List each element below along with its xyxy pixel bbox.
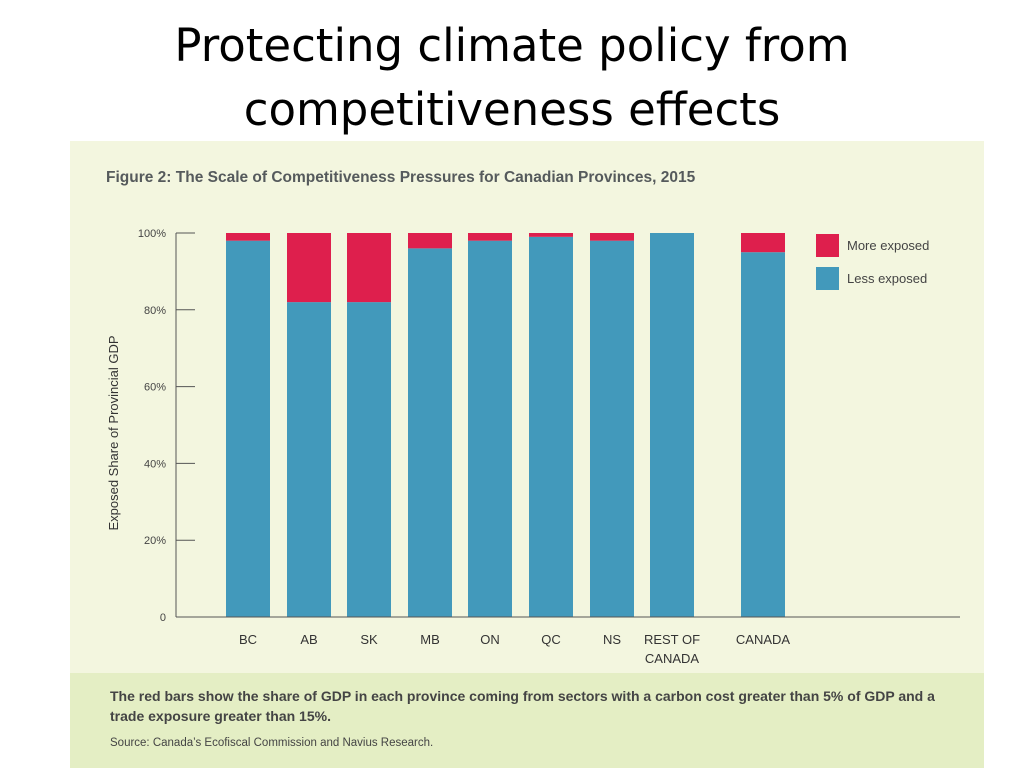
- bar-less-exposed-7: [650, 233, 694, 617]
- x-tick-label-0: BC: [239, 632, 257, 647]
- bar-more-exposed-2: [347, 233, 391, 303]
- bar-less-exposed-5: [529, 236, 573, 617]
- figure-caption: The red bars show the share of GDP in ea…: [110, 688, 935, 724]
- x-tick-label-1: AB: [300, 632, 317, 647]
- bar-less-exposed-2: [347, 302, 391, 617]
- x-tick-label-line: MB: [420, 632, 440, 647]
- legend-swatch-0: [816, 234, 839, 257]
- bar-less-exposed-0: [226, 240, 270, 617]
- x-tick-label-6: NS: [603, 632, 621, 647]
- bar-less-exposed-8: [741, 252, 785, 617]
- figure-source: Source: Canada’s Ecofiscal Commission an…: [110, 737, 434, 749]
- bar-more-exposed-4: [468, 233, 512, 241]
- y-tick-label-5: 100%: [138, 228, 166, 240]
- chart-title: Figure 2: The Scale of Competitiveness P…: [106, 169, 696, 186]
- y-tick-label-1: 20%: [144, 535, 166, 547]
- x-tick-label-line: CANADA: [645, 651, 700, 666]
- legend-label-0: More exposed: [847, 238, 929, 253]
- x-tick-label-line: SK: [360, 632, 378, 647]
- bar-more-exposed-6: [590, 233, 634, 241]
- slide-title-line-1: Protecting climate policy from: [174, 19, 850, 72]
- x-tick-label-line: AB: [300, 632, 317, 647]
- y-tick-label-2: 40%: [144, 458, 166, 470]
- x-tick-label-line: NS: [603, 632, 621, 647]
- x-tick-label-3: MB: [420, 632, 440, 647]
- legend-label-1: Less exposed: [847, 271, 927, 286]
- y-tick-label-3: 60%: [144, 382, 166, 394]
- bar-less-exposed-3: [408, 248, 452, 618]
- bar-less-exposed-4: [468, 240, 512, 617]
- x-tick-label-4: ON: [480, 632, 500, 647]
- x-tick-label-line: BC: [239, 632, 257, 647]
- bar-more-exposed-1: [287, 233, 331, 303]
- legend-swatch-1: [816, 267, 839, 290]
- slide-title-line-2: competitiveness effects: [243, 83, 781, 136]
- x-tick-label-line: ON: [480, 632, 500, 647]
- bar-more-exposed-8: [741, 233, 785, 253]
- bar-more-exposed-0: [226, 233, 270, 241]
- x-tick-label-line: QC: [541, 632, 561, 647]
- y-axis-label: Exposed Share of Provincial GDP: [106, 335, 121, 530]
- bar-more-exposed-5: [529, 233, 573, 237]
- x-tick-label-7: REST OF CANADA: [644, 632, 700, 666]
- x-tick-label-line: CANADA: [736, 632, 791, 647]
- y-tick-label-4: 80%: [144, 305, 166, 317]
- x-tick-label-8: CANADA: [736, 632, 791, 647]
- bar-less-exposed-6: [590, 240, 634, 617]
- y-tick-label-0: 0: [160, 612, 166, 624]
- bar-more-exposed-3: [408, 233, 452, 249]
- caption-panel: [70, 673, 984, 768]
- x-tick-label-5: QC: [541, 632, 561, 647]
- x-tick-label-line: REST OF: [644, 632, 700, 647]
- slide-title: Protecting climate policy from competiti…: [0, 14, 1024, 142]
- x-tick-label-2: SK: [360, 632, 378, 647]
- bar-less-exposed-1: [287, 302, 331, 617]
